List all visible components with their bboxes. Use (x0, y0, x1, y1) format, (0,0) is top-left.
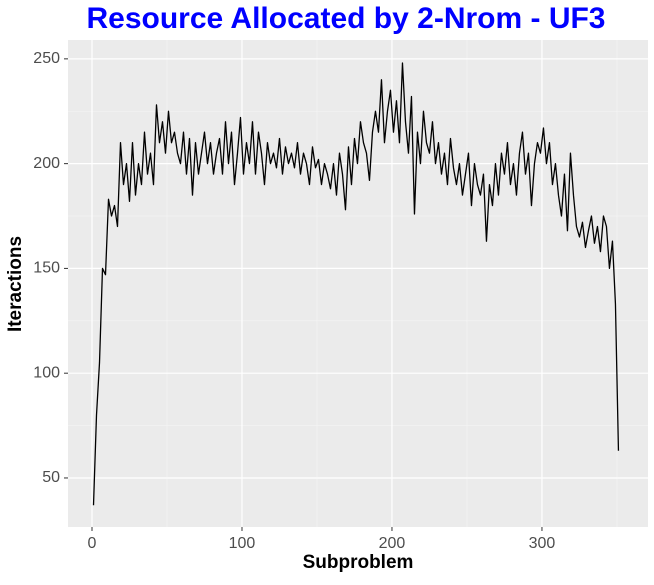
x-tick-label: 300 (529, 535, 556, 552)
y-tick-label: 150 (33, 260, 60, 277)
x-tick-label: 0 (88, 535, 97, 552)
line (92, 62, 620, 506)
y-tick-label: 200 (33, 155, 60, 172)
x-axis-title: Subproblem (303, 552, 414, 573)
chart-title: Resource Allocated by 2-Nrom - UF3 (86, 2, 605, 35)
y-tick-label: 250 (33, 50, 60, 67)
x-tick-label: 200 (379, 535, 406, 552)
panel (68, 40, 648, 527)
x-tick-label: 100 (229, 535, 256, 552)
y-axis-title: Iteractions (5, 236, 26, 332)
y-tick-label: 50 (42, 469, 60, 486)
y-tick-label: 100 (33, 364, 60, 381)
